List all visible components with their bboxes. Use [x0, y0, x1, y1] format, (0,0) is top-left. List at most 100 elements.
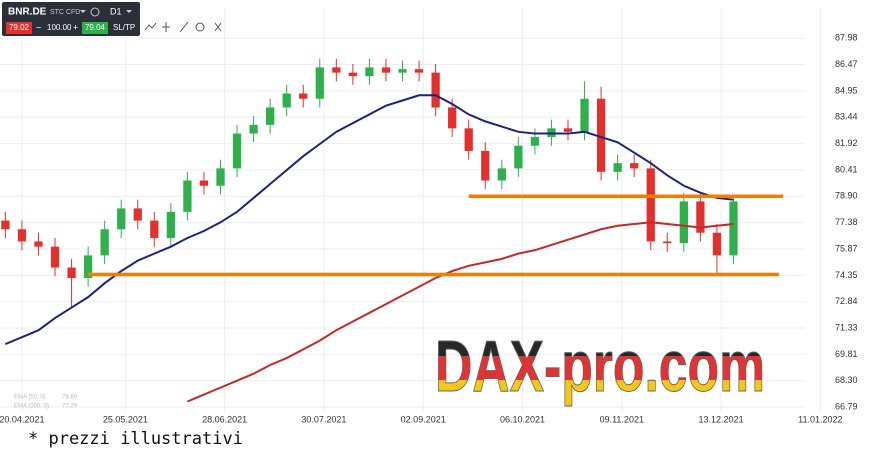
- candle-body: [696, 201, 705, 233]
- y-tick-label: 71.33: [835, 322, 858, 332]
- y-tick-label: 81.92: [835, 138, 858, 148]
- candle-body: [663, 241, 672, 244]
- candle-body: [398, 69, 407, 73]
- ema-line: [4, 94, 734, 346]
- candle-body: [315, 67, 324, 99]
- background: [0, 0, 870, 428]
- candle-body: [613, 163, 622, 172]
- y-tick-label: 68.30: [835, 375, 858, 385]
- y-tick-label: 83.44: [835, 112, 858, 122]
- candle-body: [414, 69, 424, 73]
- candle-body: [216, 168, 225, 186]
- symbol[interactable]: BNR.DE: [8, 7, 47, 18]
- candle-body: [431, 72, 440, 108]
- candle-body: [464, 128, 473, 151]
- candle-body: [117, 208, 126, 230]
- y-tick-label: 84.95: [835, 85, 858, 95]
- candle-body: [481, 150, 490, 181]
- chart: DAX-pro.com 87.98 86.47 84.95 83.44 81.92 80.…: [0, 0, 870, 428]
- volume[interactable]: 100.00: [47, 23, 72, 32]
- legend-value: 77.29: [62, 404, 78, 410]
- buy-button[interactable]: [82, 22, 108, 34]
- close-icon[interactable]: [214, 22, 222, 32]
- candle-body: [199, 180, 209, 186]
- dropdown-icon[interactable]: [126, 10, 132, 13]
- candle-body: [630, 163, 639, 169]
- minus[interactable]: −: [36, 22, 41, 32]
- y-tick-label: 77.38: [835, 217, 858, 227]
- info-icon[interactable]: [90, 7, 100, 17]
- x-tick-label: 28.06.2021: [202, 414, 247, 424]
- candle-body: [150, 220, 159, 238]
- x-tick-label: 11.01.2022: [798, 414, 842, 424]
- candle-body: [679, 201, 688, 244]
- plus[interactable]: +: [73, 22, 78, 32]
- candle-body: [514, 145, 523, 169]
- legend-value: 78.69: [62, 395, 78, 401]
- buy-price[interactable]: 79.04: [85, 23, 106, 32]
- candle-body: [266, 107, 275, 125]
- sell-button[interactable]: [6, 22, 32, 34]
- candle-body: [83, 255, 93, 278]
- chart-type-icon[interactable]: [144, 22, 157, 31]
- watermark: DAX-pro.com: [435, 327, 765, 407]
- dropdown-icon[interactable]: [80, 10, 86, 13]
- candle-body: [381, 67, 391, 73]
- candle-body: [133, 208, 142, 221]
- x-tick-label: 02.09.2021: [401, 414, 446, 424]
- x-tick-label: 13.12.2021: [699, 414, 744, 424]
- candle-body: [282, 93, 291, 108]
- tool-icons: [144, 21, 222, 33]
- x-tick-label: 25.05.2021: [103, 414, 148, 424]
- candle-body: [448, 107, 457, 129]
- y-tick-label: 69.81: [835, 349, 858, 359]
- candle-body: [17, 229, 27, 242]
- candle-body: [249, 124, 258, 134]
- y-tick-label: 87.98: [835, 33, 858, 43]
- candle-body: [100, 229, 109, 256]
- y-tick-label: 86.47: [835, 59, 858, 69]
- indicator-icon[interactable]: [162, 22, 170, 32]
- y-tick-label: 78.90: [835, 191, 858, 201]
- legend-name: EMA (50, 0): [14, 395, 46, 401]
- candle-body: [712, 232, 722, 256]
- candle-body: [232, 133, 242, 169]
- candle-body: [67, 267, 76, 278]
- y-tick-label: 66.79: [835, 401, 858, 411]
- candle-body: [166, 211, 175, 238]
- settings-icon[interactable]: [195, 22, 205, 32]
- candle-body: [530, 137, 540, 146]
- candle-body: [563, 128, 573, 132]
- sell-price[interactable]: 79.02: [9, 23, 30, 32]
- candle-body: [596, 98, 606, 172]
- candle-body: [332, 67, 341, 73]
- product: STC CFD: [50, 9, 80, 16]
- candle-body: [365, 67, 374, 77]
- candle-body: [299, 93, 308, 99]
- candle-body: [34, 241, 43, 247]
- y-tick-label: 74.35: [835, 270, 858, 280]
- ema-line: [187, 221, 734, 403]
- draw-icon[interactable]: [179, 21, 189, 33]
- legend-name: EMA (200, 0): [14, 404, 49, 410]
- y-tick-label: 80.41: [835, 164, 858, 174]
- x-tick-label: 20.04.2021: [0, 414, 44, 424]
- candle-body: [50, 246, 60, 268]
- order-button[interactable]: SL/TP: [113, 23, 135, 32]
- y-tick-label: 75.87: [835, 243, 858, 253]
- footnote: * prezzi illustrativi: [28, 429, 243, 449]
- candle-body: [1, 220, 10, 230]
- candle-body: [348, 72, 358, 77]
- candle-body: [729, 201, 738, 256]
- candle-body: [497, 168, 506, 181]
- toolbar: BNR.DE STC CFD D1 79.02 − 100.00 + 79.04…: [2, 2, 140, 36]
- x-tick-label: 09.11.2021: [600, 414, 644, 424]
- candle-body: [183, 180, 192, 212]
- x-tick-label: 06.10.2021: [500, 414, 545, 424]
- y-tick-label: 72.84: [835, 296, 858, 306]
- timeframe[interactable]: D1: [110, 6, 122, 16]
- x-tick-label: 30.07.2021: [301, 414, 346, 424]
- candle-body: [580, 98, 589, 132]
- candle-body: [646, 168, 655, 242]
